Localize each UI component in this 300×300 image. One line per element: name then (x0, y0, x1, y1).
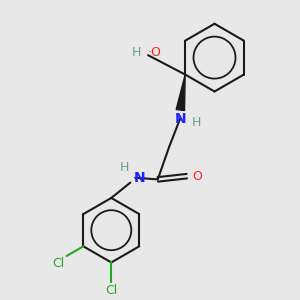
Text: N: N (175, 112, 186, 126)
Text: N: N (134, 171, 146, 185)
Text: ·O: ·O (147, 46, 161, 59)
Polygon shape (176, 75, 185, 111)
Text: Cl: Cl (105, 284, 117, 297)
Text: H: H (192, 116, 201, 129)
Text: Cl: Cl (52, 257, 64, 270)
Text: H: H (119, 161, 129, 174)
Text: O: O (193, 170, 202, 183)
Text: H: H (132, 46, 141, 59)
